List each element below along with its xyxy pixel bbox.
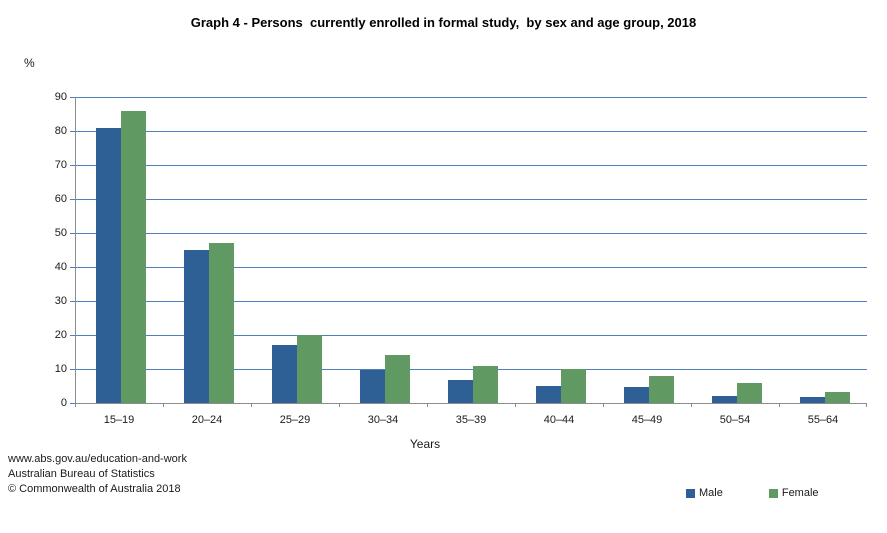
y-axis-label-60: 60 (54, 193, 67, 205)
plot-area: 0 10 20 30 40 50 60 70 80 90 15–19 20–24 25–29 30–34 3… (55, 91, 867, 426)
bar-female-45–49 (649, 375, 674, 403)
y-axis-line (75, 97, 76, 403)
page-title: Graph 4 - Persons currently enrolled in … (190, 15, 697, 30)
y-axis-tick-10 (70, 369, 75, 370)
x-axis-category-label-45–49: 45–49 (631, 414, 663, 426)
x-axis-category-label-20–24: 20–24 (191, 414, 223, 426)
gridline-80 (75, 131, 867, 132)
bar-female-30–34 (385, 355, 410, 403)
x-axis-category-label-50–54: 50–54 (719, 414, 751, 426)
x-axis-tick-6 (603, 403, 604, 407)
bar-male-50–54 (712, 395, 737, 403)
y-axis-unit-label: % (24, 56, 35, 70)
bar-male-20–24 (184, 250, 209, 403)
footer: www.abs.gov.au/education-and-work Austra… (8, 452, 187, 497)
gridline-20 (75, 335, 867, 336)
y-axis-label-40: 40 (54, 261, 67, 273)
bar-male-40–44 (536, 386, 561, 403)
y-axis-tick-80 (70, 131, 75, 132)
bar-female-25–29 (297, 335, 322, 403)
x-axis-tick-8 (779, 403, 780, 407)
footer-org: Australian Bureau of Statistics (8, 468, 155, 480)
gridline-50 (75, 233, 867, 234)
y-axis-tick-20 (70, 335, 75, 336)
legend-item-male: Male (686, 487, 723, 499)
x-axis-tick-0 (75, 403, 76, 407)
y-axis-tick-60 (70, 199, 75, 200)
y-axis-tick-0 (70, 403, 75, 404)
x-axis-tick-5 (515, 403, 516, 407)
x-axis-category-label-15–19: 15–19 (103, 414, 135, 426)
gridline-30 (75, 301, 867, 302)
x-axis-tick-9 (866, 403, 867, 407)
x-axis-title: Years (409, 437, 441, 451)
y-axis-label-0: 0 (60, 397, 67, 409)
y-axis-label-70: 70 (54, 159, 67, 171)
bar-male-25–29 (272, 345, 297, 403)
y-axis-label-10: 10 (54, 363, 67, 375)
gridline-60 (75, 199, 867, 200)
footer-copyright: © Commonwealth of Australia 2018 (8, 483, 181, 495)
y-axis-tick-50 (70, 233, 75, 234)
legend: Male Female (686, 487, 819, 499)
legend-item-female: Female (768, 487, 819, 499)
bar-male-15–19 (96, 127, 121, 403)
bar-male-45–49 (624, 386, 649, 403)
legend-label-male: Male (699, 487, 723, 499)
x-axis-category-label-25–29: 25–29 (279, 414, 311, 426)
legend-swatch-female-icon (768, 488, 778, 498)
x-axis-tick-2 (251, 403, 252, 407)
y-axis-tick-40 (70, 267, 75, 268)
legend-label-female: Female (781, 487, 819, 499)
y-axis-label-90: 90 (54, 91, 67, 103)
x-axis-category-label-55–64: 55–64 (807, 414, 839, 426)
x-axis-category-label-30–34: 30–34 (367, 414, 399, 426)
x-axis-category-label-35–39: 35–39 (455, 414, 487, 426)
y-axis-tick-90 (70, 97, 75, 98)
legend-swatch-male-icon (686, 488, 695, 498)
bar-female-20–24 (209, 243, 234, 403)
bar-female-50–54 (737, 382, 762, 403)
y-axis-tick-70 (70, 165, 75, 166)
y-axis-label-80: 80 (54, 125, 67, 137)
x-axis-tick-3 (339, 403, 340, 407)
gridline-40 (75, 267, 867, 268)
bar-male-30–34 (360, 370, 385, 403)
y-axis-label-30: 30 (54, 295, 67, 307)
x-axis-tick-1 (163, 403, 164, 407)
bar-female-15–19 (121, 110, 146, 403)
gridline-70 (75, 165, 867, 166)
y-axis-label-20: 20 (54, 329, 67, 341)
bar-female-35–39 (473, 365, 498, 403)
gridline-90 (75, 97, 867, 98)
bar-male-35–39 (448, 380, 473, 403)
y-axis-label-50: 50 (54, 227, 67, 239)
x-axis-line (75, 403, 867, 404)
bar-male-55–64 (800, 397, 825, 403)
x-axis-tick-4 (427, 403, 428, 407)
x-axis-category-label-40–44: 40–44 (543, 414, 575, 426)
bar-female-55–64 (825, 392, 850, 403)
bar-female-40–44 (561, 369, 586, 403)
gridline-10 (75, 369, 867, 370)
footer-url: www.abs.gov.au/education-and-work (8, 453, 187, 465)
y-axis-tick-30 (70, 301, 75, 302)
x-axis-tick-7 (691, 403, 692, 407)
